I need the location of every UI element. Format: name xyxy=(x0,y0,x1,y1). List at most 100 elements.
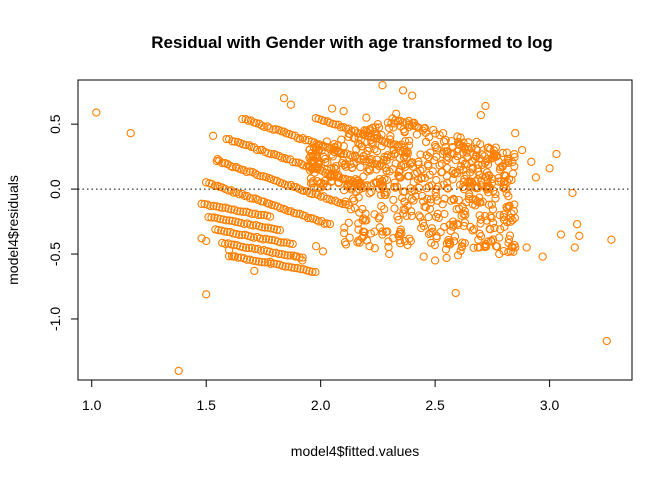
data-point xyxy=(92,108,101,117)
data-point xyxy=(229,240,239,249)
data-point xyxy=(357,181,366,190)
data-point xyxy=(334,120,343,129)
data-point xyxy=(403,149,412,158)
data-point xyxy=(279,127,289,136)
data-point xyxy=(174,366,183,376)
data-point xyxy=(241,115,250,124)
data-point xyxy=(407,207,416,216)
data-point xyxy=(313,162,322,172)
data-point xyxy=(312,215,321,225)
data-point xyxy=(314,145,323,154)
data-point xyxy=(443,184,452,193)
data-point xyxy=(474,160,483,169)
data-point xyxy=(248,194,258,203)
data-point xyxy=(426,148,435,157)
data-point xyxy=(476,232,486,241)
data-point xyxy=(221,239,230,248)
data-point xyxy=(267,235,277,245)
data-point xyxy=(441,142,450,152)
data-point xyxy=(383,118,393,127)
data-point xyxy=(457,211,466,220)
data-point xyxy=(471,201,480,210)
data-point xyxy=(508,216,517,225)
data-point xyxy=(463,152,472,162)
data-point xyxy=(248,256,258,265)
data-point xyxy=(401,148,410,157)
data-point xyxy=(459,143,469,152)
data-point xyxy=(454,195,463,205)
data-point xyxy=(380,205,389,214)
data-point xyxy=(385,135,395,144)
data-point xyxy=(448,217,458,226)
data-point xyxy=(446,226,455,235)
data-point xyxy=(202,236,211,246)
data-point xyxy=(250,244,260,254)
data-point xyxy=(393,182,402,191)
data-point xyxy=(459,221,469,231)
data-point xyxy=(465,168,475,177)
data-point xyxy=(464,138,473,147)
data-point xyxy=(404,171,414,181)
data-point xyxy=(385,249,394,259)
data-point xyxy=(400,237,410,246)
data-point xyxy=(313,183,322,193)
data-point xyxy=(426,198,435,207)
data-point xyxy=(264,235,274,244)
data-point xyxy=(252,145,262,155)
data-point xyxy=(602,336,611,346)
data-point xyxy=(242,167,251,177)
data-point xyxy=(402,211,411,220)
data-point xyxy=(359,214,368,223)
data-point xyxy=(126,129,135,138)
data-point xyxy=(322,194,331,203)
data-point xyxy=(206,201,215,211)
data-point xyxy=(220,227,229,236)
data-point xyxy=(502,148,511,157)
data-point xyxy=(209,201,218,211)
data-point xyxy=(227,186,236,195)
data-point xyxy=(394,215,403,225)
data-point xyxy=(327,104,337,113)
data-point xyxy=(545,164,554,173)
data-point xyxy=(346,181,356,190)
data-point xyxy=(375,174,384,184)
data-point xyxy=(381,163,390,173)
data-point xyxy=(465,192,474,201)
data-point xyxy=(417,174,426,183)
data-point xyxy=(332,164,341,174)
data-point xyxy=(224,245,234,255)
data-point xyxy=(504,202,513,211)
data-point xyxy=(372,147,382,156)
data-point xyxy=(424,153,433,162)
data-point xyxy=(322,137,331,146)
data-point xyxy=(202,290,211,299)
data-point xyxy=(400,162,410,172)
data-point xyxy=(372,165,381,174)
data-point xyxy=(254,257,264,266)
data-point xyxy=(389,123,398,132)
data-point xyxy=(475,243,485,252)
data-point xyxy=(489,186,498,195)
data-point xyxy=(450,169,459,179)
data-point xyxy=(456,162,466,171)
data-point xyxy=(248,209,257,219)
data-point xyxy=(326,171,335,180)
data-point xyxy=(331,120,340,129)
data-point xyxy=(397,229,406,238)
data-point xyxy=(506,247,515,256)
data-point xyxy=(377,202,386,211)
data-point xyxy=(421,128,430,137)
data-point xyxy=(377,142,386,151)
data-point xyxy=(277,153,287,162)
data-point xyxy=(309,143,318,152)
data-point xyxy=(313,141,323,150)
data-point xyxy=(389,195,398,205)
data-point xyxy=(290,263,299,273)
data-point xyxy=(267,149,276,159)
data-point xyxy=(484,143,493,152)
data-point xyxy=(382,153,392,162)
data-point xyxy=(389,182,399,192)
data-point xyxy=(340,238,350,247)
data-point xyxy=(338,199,348,209)
data-point xyxy=(323,117,332,126)
